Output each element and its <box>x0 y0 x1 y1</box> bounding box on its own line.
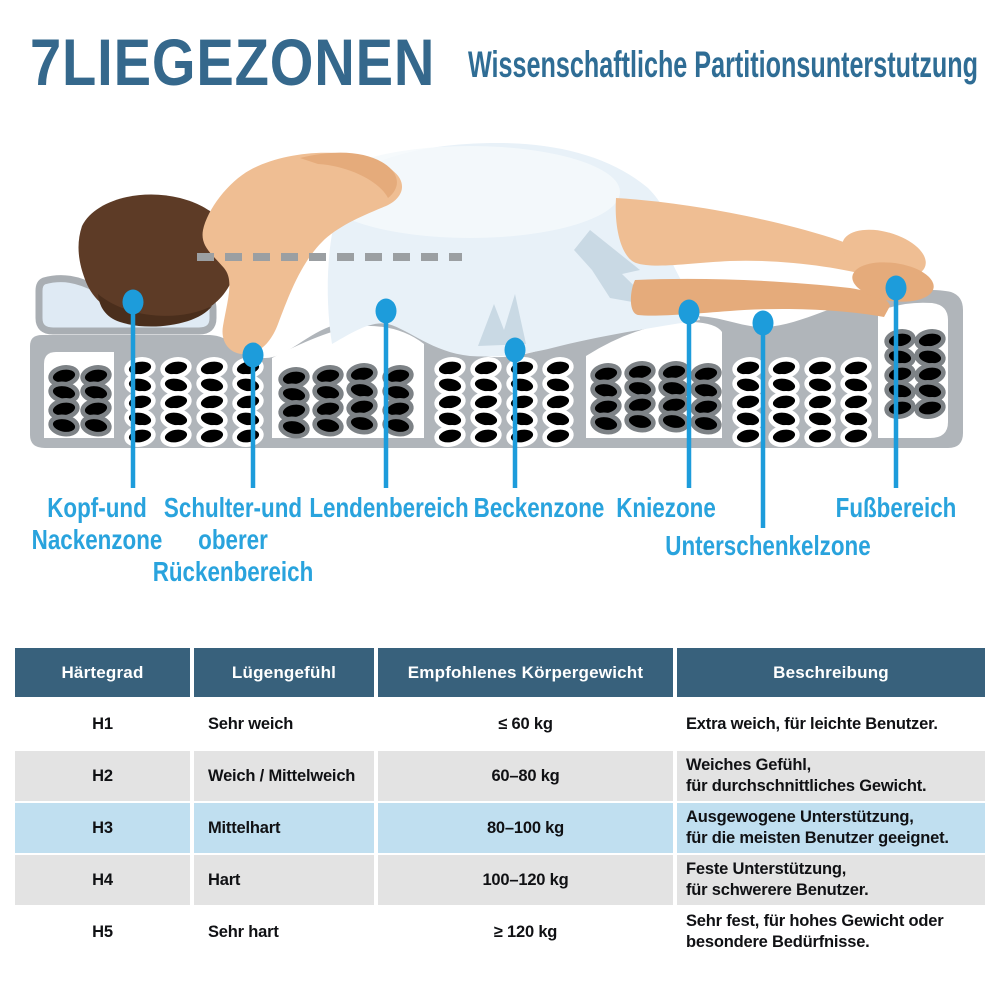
zone-label-foot: Fußbereich <box>835 492 957 523</box>
zone-dot-7 <box>885 275 907 301</box>
zone-label-knee: Kniezone <box>616 492 716 523</box>
table-cell-desc: Extra weich, für leichte Benutzer. <box>677 699 985 749</box>
zone-dot-2 <box>242 342 264 368</box>
firmness-table: Härtegrad Lügengefühl Empfohlenes Körper… <box>15 648 985 957</box>
mattress-illustration <box>0 130 1000 600</box>
sleeper-hair <box>78 194 237 322</box>
table-cell-feel: Sehr weich <box>194 699 374 749</box>
table-cell-weight: 80–100 kg <box>378 803 673 853</box>
sleeper-hair-shadow <box>98 294 212 327</box>
table-cell-grade: H4 <box>15 855 190 905</box>
table-cell-feel: Hart <box>194 855 374 905</box>
zone-dot-1 <box>122 289 144 315</box>
table-cell-feel: Mittelhart <box>194 803 374 853</box>
zone-dot-5 <box>678 299 700 325</box>
zone-dot-3 <box>375 298 397 324</box>
table-cell-desc: Sehr fest, für hohes Gewicht oder besonde… <box>677 907 985 957</box>
zone-dots <box>122 275 907 368</box>
zone-label-head-neck: Kopf-und Nackenzone <box>31 492 163 556</box>
table-cell-grade: H2 <box>15 751 190 801</box>
sleeper-leg-top <box>615 198 880 277</box>
table-cell-weight: ≥ 120 kg <box>378 907 673 957</box>
zone-dot-4 <box>504 337 526 363</box>
mattress-scene <box>30 142 963 528</box>
table-cell-grade: H5 <box>15 907 190 957</box>
table-cell-feel: Sehr hart <box>194 907 374 957</box>
table-cell-grade: H3 <box>15 803 190 853</box>
zone-label-lower-leg: Unterschenkelzone <box>665 530 871 561</box>
zone-label-lumbar: Lendenbereich <box>309 492 469 523</box>
page-title: 7LIEGEZONEN <box>30 25 436 99</box>
col-header-desc: Beschreibung <box>677 648 985 697</box>
zone-label-pelvis: Beckenzone <box>473 492 605 523</box>
table-cell-grade: H1 <box>15 699 190 749</box>
sleeper-arm <box>202 152 403 355</box>
table-cell-weight: 100–120 kg <box>378 855 673 905</box>
sleeper-arm-shadow <box>300 152 397 198</box>
table-cell-desc: Weiches Gefühl, für durchschnittliches Ge… <box>677 751 985 801</box>
table-cell-desc: Feste Unterstützung, für schwerere Benutz… <box>677 855 985 905</box>
page-subtitle: Wissenschaftliche Partitionsunterstutzun… <box>468 44 979 85</box>
col-header-grade: Härtegrad <box>15 648 190 697</box>
table-cell-desc: Ausgewogene Unterstützung, für die meiste… <box>677 803 985 853</box>
blanket-highlight <box>320 146 620 238</box>
zone-markers <box>130 288 899 528</box>
zone-dot-6 <box>752 310 774 336</box>
blanket-fold-shadow-2 <box>478 294 526 346</box>
zone-label-shoulder-back: Schulter-und oberer Rückenbereich <box>152 492 314 588</box>
col-header-feel: Lügengefühl <box>194 648 374 697</box>
col-header-weight: Empfohlenes Körpergewicht <box>378 648 673 697</box>
table-cell-feel: Weich / Mittelweich <box>194 751 374 801</box>
table-cell-weight: 60–80 kg <box>378 751 673 801</box>
table-cell-weight: ≤ 60 kg <box>378 699 673 749</box>
